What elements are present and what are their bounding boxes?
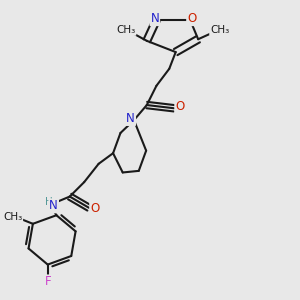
Text: F: F — [44, 275, 51, 288]
Text: O: O — [187, 12, 196, 25]
Text: N: N — [126, 112, 135, 125]
Text: CH₃: CH₃ — [210, 25, 229, 35]
Text: H: H — [45, 197, 53, 207]
Text: N: N — [150, 12, 159, 25]
Text: CH₃: CH₃ — [116, 25, 136, 35]
Text: O: O — [175, 100, 184, 113]
Text: N: N — [49, 200, 58, 212]
Text: O: O — [90, 202, 99, 215]
Text: CH₃: CH₃ — [3, 212, 22, 222]
